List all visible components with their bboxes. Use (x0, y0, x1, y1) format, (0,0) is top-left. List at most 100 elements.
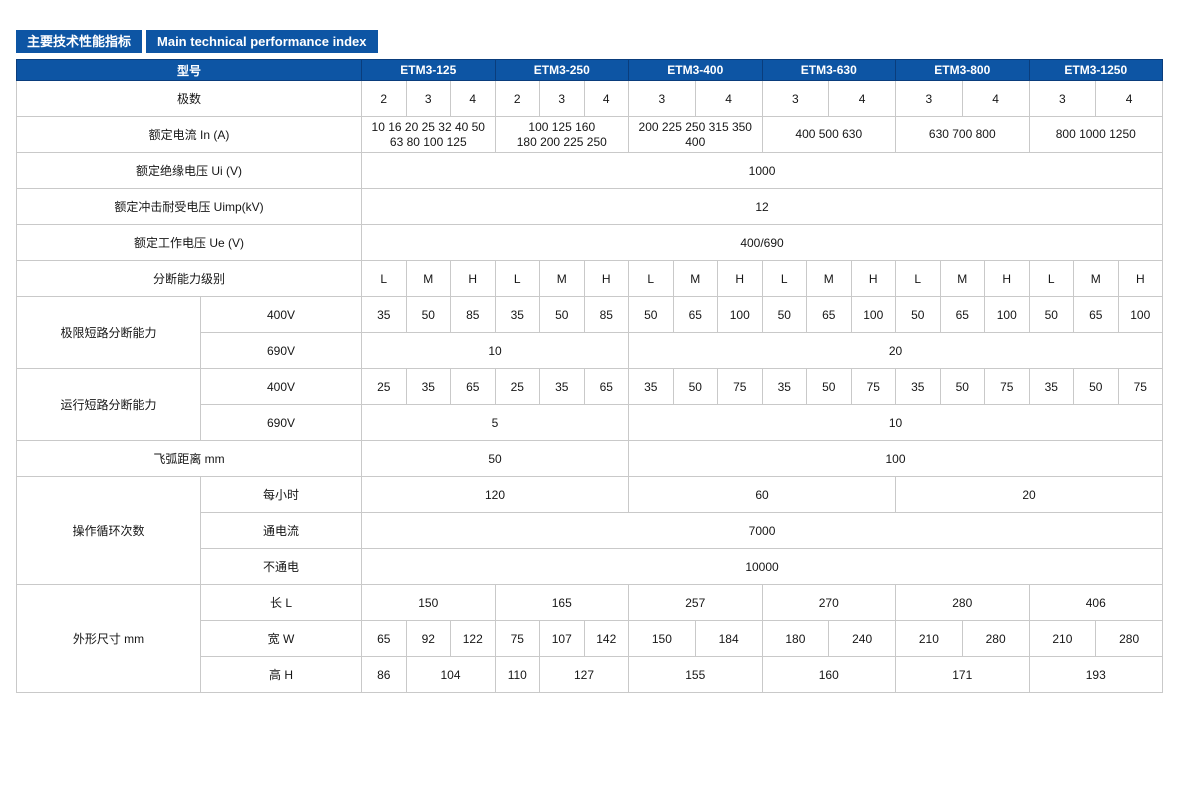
row-label-ultimate: 极限短路分断能力 (16, 296, 201, 369)
cell-pole: 4 (694, 80, 763, 117)
row-sublabel-ultimate-690v: 690V (199, 332, 363, 369)
row-label-poles: 极数 (15, 80, 363, 117)
cell-pole: 4 (828, 80, 897, 117)
cell-pole: 4 (1095, 80, 1164, 117)
cell-ics: 65 (583, 368, 630, 405)
cell-icu: 35 (494, 296, 541, 333)
cell-grade: L (361, 260, 407, 297)
section-title: 主要技术性能指标 Main technical performance inde… (16, 30, 378, 53)
cell-arc: 50 (361, 440, 630, 477)
cell-grade: M (405, 260, 452, 297)
cell-icu: 50 (895, 296, 941, 333)
row-insulation-voltage: 额定绝缘电压 Ui (V) 1000 (15, 152, 1164, 189)
cell-ics: 50 (1073, 368, 1119, 405)
row-label-ue: 额定工作电压 Ue (V) (15, 224, 363, 261)
header-model-etm3-1250: ETM3-1250 (1028, 59, 1164, 81)
row-sublabel-on-load: 通电流 (199, 512, 363, 549)
row-sublabel-width: 宽 W (199, 620, 363, 657)
cell-width: 107 (539, 620, 585, 657)
cell-width: 210 (1028, 620, 1097, 657)
cell-width: 65 (361, 620, 407, 657)
cell-pole: 3 (895, 80, 963, 117)
row-sublabel-per-hour: 每小时 (199, 476, 363, 513)
cell-grade: H (450, 260, 496, 297)
cell-height: 86 (361, 656, 407, 693)
header-model-etm3-800: ETM3-800 (895, 59, 1030, 81)
header-model-etm3-630: ETM3-630 (761, 59, 897, 81)
cell-width: 92 (405, 620, 452, 657)
cell-icu-690: 20 (628, 332, 1164, 369)
cell-width: 240 (828, 620, 897, 657)
cell-pole: 3 (628, 80, 696, 117)
cell-width: 180 (761, 620, 830, 657)
cell-ics: 35 (761, 368, 808, 405)
cell-grade: M (672, 260, 719, 297)
cell-length: 257 (628, 584, 763, 621)
cell-ics: 35 (1028, 368, 1075, 405)
cell-icu: 65 (806, 296, 852, 333)
cell-icu: 100 (717, 296, 763, 333)
cell-icu: 100 (984, 296, 1030, 333)
cell-icu: 35 (361, 296, 407, 333)
cell-ue-value: 400/690 (361, 224, 1164, 261)
row-sublabel-off-load: 不通电 (199, 548, 363, 585)
cell-icu: 100 (850, 296, 897, 333)
row-label-arc: 飞弧距离 mm (15, 440, 363, 477)
cell-ics: 75 (850, 368, 897, 405)
cell-height: 104 (405, 656, 496, 693)
cell-arc: 100 (628, 440, 1164, 477)
cell-grade: L (494, 260, 541, 297)
cell-icu: 65 (1073, 296, 1119, 333)
cell-height: 110 (494, 656, 541, 693)
cell-icu: 50 (539, 296, 585, 333)
cell-pole: 4 (961, 80, 1030, 117)
cell-ics: 50 (939, 368, 986, 405)
header-model-etm3-125: ETM3-125 (361, 59, 496, 81)
cell-width: 142 (583, 620, 630, 657)
row-label-dimensions: 外形尺寸 mm (16, 584, 201, 693)
cell-ics: 35 (895, 368, 941, 405)
row-working-voltage: 额定工作电压 Ue (V) 400/690 (15, 224, 1164, 261)
cell-icu: 50 (405, 296, 452, 333)
cell-ics: 75 (984, 368, 1030, 405)
row-service-690v: 690V 5 10 (17, 404, 1164, 441)
row-label-uimp: 额定冲击耐受电压 Uimp(kV) (15, 188, 363, 225)
cell-pole: 3 (539, 80, 585, 117)
row-cycles-on-load: 通电流 7000 (17, 512, 1164, 549)
cell-pole: 3 (405, 80, 452, 117)
cell-height: 155 (628, 656, 763, 693)
cell-icu: 85 (450, 296, 496, 333)
cell-ics: 25 (361, 368, 407, 405)
cell-pole: 4 (583, 80, 630, 117)
cell-ics: 65 (450, 368, 496, 405)
cell-grade: L (761, 260, 808, 297)
cell-ics-690: 5 (361, 404, 630, 441)
cell-grade: L (628, 260, 674, 297)
cell-height: 160 (761, 656, 897, 693)
cell-icu: 50 (628, 296, 674, 333)
cell-uimp-value: 12 (361, 188, 1164, 225)
row-sublabel-height: 高 H (199, 656, 363, 693)
cell-width: 280 (961, 620, 1030, 657)
cell-grade: M (939, 260, 986, 297)
row-dim-height: 高 H 86 104 110 127 155 160 171 193 (17, 656, 1164, 693)
cell-ics: 35 (628, 368, 674, 405)
section-title-zh: 主要技术性能指标 (16, 30, 143, 53)
cell-grade: M (806, 260, 852, 297)
spec-table: 型号 ETM3-125 ETM3-250 ETM3-400 ETM3-630 E… (15, 59, 1164, 693)
cell-icu: 50 (761, 296, 808, 333)
header-model-etm3-250: ETM3-250 (494, 59, 630, 81)
cell-length: 406 (1028, 584, 1164, 621)
cell-pole: 3 (761, 80, 830, 117)
cell-length: 150 (361, 584, 496, 621)
cell-ics: 50 (672, 368, 719, 405)
cell-pole: 3 (1028, 80, 1097, 117)
cell-length: 165 (494, 584, 630, 621)
cell-grade: M (1073, 260, 1119, 297)
cell-width: 280 (1095, 620, 1164, 657)
row-label-grade: 分断能力级别 (15, 260, 363, 297)
cell-ics: 50 (806, 368, 852, 405)
cell-current: 10 16 20 25 32 40 50 63 80 100 125 (361, 116, 496, 153)
row-arc-distance: 飞弧距离 mm 50 100 (15, 440, 1164, 477)
